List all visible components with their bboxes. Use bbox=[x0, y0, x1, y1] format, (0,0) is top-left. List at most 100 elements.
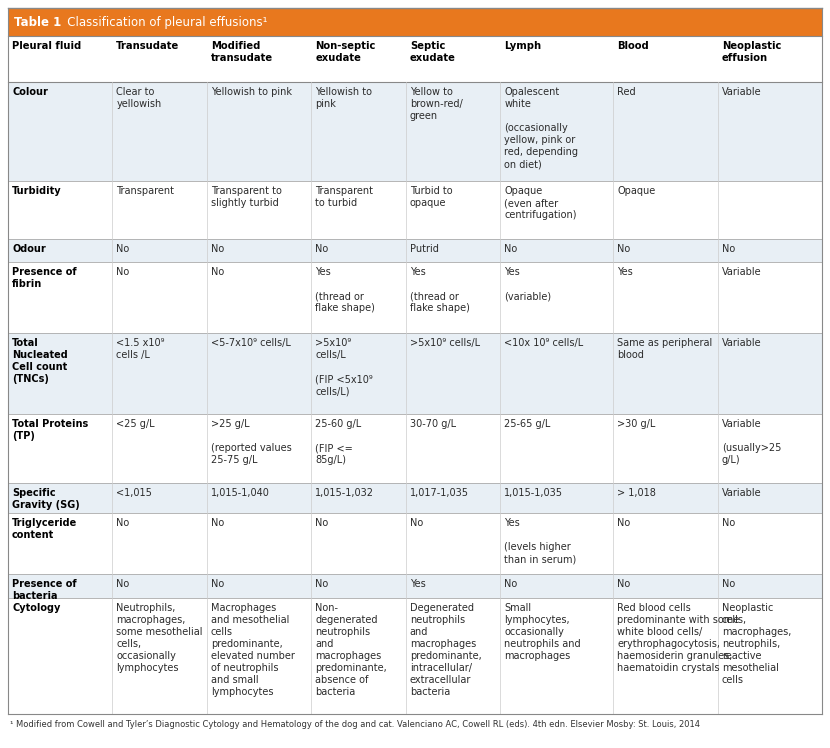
Bar bbox=[8, 574, 822, 598]
Text: Septic
exudate: Septic exudate bbox=[410, 41, 456, 63]
Text: Non-septic
exudate: Non-septic exudate bbox=[315, 41, 376, 63]
Text: Small
lymphocytes,
occasionally
neutrophils and
macrophages: Small lymphocytes, occasionally neutroph… bbox=[505, 603, 581, 660]
Text: No: No bbox=[618, 244, 631, 254]
Text: No: No bbox=[116, 267, 129, 278]
Text: 25-65 g/L: 25-65 g/L bbox=[505, 419, 550, 429]
Bar bbox=[8, 36, 822, 82]
Text: Transudate: Transudate bbox=[116, 41, 179, 51]
Text: Variable: Variable bbox=[721, 267, 761, 278]
Bar bbox=[8, 8, 822, 36]
Text: Same as peripheral
blood: Same as peripheral blood bbox=[618, 338, 713, 360]
Text: Yes

(variable): Yes (variable) bbox=[505, 267, 551, 301]
Text: No: No bbox=[116, 518, 129, 528]
Text: No: No bbox=[315, 244, 329, 254]
Text: <10x 10⁹ cells/L: <10x 10⁹ cells/L bbox=[505, 338, 583, 348]
Text: No: No bbox=[211, 244, 224, 254]
Text: Transparent to
slightly turbid: Transparent to slightly turbid bbox=[211, 186, 281, 209]
Text: No: No bbox=[618, 579, 631, 589]
Text: Putrid: Putrid bbox=[410, 244, 438, 254]
Text: Transparent: Transparent bbox=[116, 186, 174, 197]
Text: No: No bbox=[505, 579, 518, 589]
Text: Yes: Yes bbox=[410, 579, 426, 589]
Text: Yellowish to pink: Yellowish to pink bbox=[211, 87, 292, 97]
Text: Total Proteins
(TP): Total Proteins (TP) bbox=[12, 419, 88, 441]
Text: 1,015-1,032: 1,015-1,032 bbox=[315, 488, 374, 498]
Text: Yes

(levels higher
than in serum): Yes (levels higher than in serum) bbox=[505, 518, 577, 565]
Text: <1.5 x10⁹
cells /L: <1.5 x10⁹ cells /L bbox=[116, 338, 165, 360]
Text: Degenerated
neutrophils
and
macrophages
predominante,
intracellular/
extracellul: Degenerated neutrophils and macrophages … bbox=[410, 603, 481, 696]
Text: Red: Red bbox=[618, 87, 636, 97]
Text: 1,017-1,035: 1,017-1,035 bbox=[410, 488, 469, 498]
Bar bbox=[8, 513, 822, 574]
Text: Opaque: Opaque bbox=[618, 186, 656, 197]
Text: Neoplastic
effusion: Neoplastic effusion bbox=[721, 41, 781, 63]
Text: >5x10⁹
cells/L

(FIP <5x10⁹
cells/L): >5x10⁹ cells/L (FIP <5x10⁹ cells/L) bbox=[315, 338, 373, 396]
Text: Triglyceride
content: Triglyceride content bbox=[12, 518, 77, 541]
Bar bbox=[8, 414, 822, 483]
Bar bbox=[8, 333, 822, 414]
Text: > 1,018: > 1,018 bbox=[618, 488, 657, 498]
Text: Neoplastic
cells,
macrophages,
neutrophils,
reactive
mesothelial
cells: Neoplastic cells, macrophages, neutrophi… bbox=[721, 603, 791, 684]
Text: No: No bbox=[721, 579, 735, 589]
Text: .  Classification of pleural effusions¹: . Classification of pleural effusions¹ bbox=[56, 16, 267, 28]
Bar bbox=[8, 263, 822, 333]
Bar bbox=[8, 598, 822, 714]
Text: Specific
Gravity (SG): Specific Gravity (SG) bbox=[12, 488, 80, 510]
Text: No: No bbox=[211, 518, 224, 528]
Text: Variable

(usually>25
g/L): Variable (usually>25 g/L) bbox=[721, 419, 781, 465]
Text: <1,015: <1,015 bbox=[116, 488, 152, 498]
Text: Cytology: Cytology bbox=[12, 603, 61, 613]
Text: >5x10⁹ cells/L: >5x10⁹ cells/L bbox=[410, 338, 480, 348]
Text: >25 g/L

(reported values
25-75 g/L: >25 g/L (reported values 25-75 g/L bbox=[211, 419, 291, 465]
Text: No: No bbox=[618, 518, 631, 528]
Text: Neutrophils,
macrophages,
some mesothelial
cells,
occasionally
lymphocytes: Neutrophils, macrophages, some mesotheli… bbox=[116, 603, 203, 672]
Text: Yellow to
brown-red/
green: Yellow to brown-red/ green bbox=[410, 87, 462, 121]
Text: Presence of
bacteria: Presence of bacteria bbox=[12, 579, 76, 601]
Text: Modified
transudate: Modified transudate bbox=[211, 41, 273, 63]
Bar bbox=[8, 182, 822, 239]
Text: No: No bbox=[721, 518, 735, 528]
Text: Yes: Yes bbox=[618, 267, 633, 278]
Text: <5-7x10⁹ cells/L: <5-7x10⁹ cells/L bbox=[211, 338, 290, 348]
Text: <25 g/L: <25 g/L bbox=[116, 419, 155, 429]
Text: No: No bbox=[211, 579, 224, 589]
Text: Turbidity: Turbidity bbox=[12, 186, 61, 197]
Text: 1,015-1,040: 1,015-1,040 bbox=[211, 488, 270, 498]
Text: No: No bbox=[505, 244, 518, 254]
Text: Opalescent
white

(occasionally
yellow, pink or
red, depending
on diet): Opalescent white (occasionally yellow, p… bbox=[505, 87, 579, 169]
Text: >30 g/L: >30 g/L bbox=[618, 419, 656, 429]
Text: Turbid to
opaque: Turbid to opaque bbox=[410, 186, 452, 209]
Text: Pleural fluid: Pleural fluid bbox=[12, 41, 81, 51]
Text: No: No bbox=[410, 518, 423, 528]
Text: Yellowish to
pink: Yellowish to pink bbox=[315, 87, 372, 109]
Text: Variable: Variable bbox=[721, 338, 761, 348]
Text: No: No bbox=[315, 579, 329, 589]
Text: Colour: Colour bbox=[12, 87, 48, 97]
Text: ¹ Modified from Cowell and Tyler’s Diagnostic Cytology and Hematology of the dog: ¹ Modified from Cowell and Tyler’s Diagn… bbox=[10, 720, 700, 729]
Text: No: No bbox=[211, 267, 224, 278]
Text: Variable: Variable bbox=[721, 488, 761, 498]
Text: Non-
degenerated
neutrophils
and
macrophages
predominante,
absence of
bacteria: Non- degenerated neutrophils and macroph… bbox=[315, 603, 387, 696]
Bar bbox=[8, 82, 822, 182]
Text: Yes

(thread or
flake shape): Yes (thread or flake shape) bbox=[315, 267, 375, 313]
Bar bbox=[8, 483, 822, 513]
Text: No: No bbox=[315, 518, 329, 528]
Text: Macrophages
and mesothelial
cells
predominante,
elevated number
of neutrophils
a: Macrophages and mesothelial cells predom… bbox=[211, 603, 295, 696]
Text: Odour: Odour bbox=[12, 244, 46, 254]
Text: Blood: Blood bbox=[618, 41, 649, 51]
Text: Transparent
to turbid: Transparent to turbid bbox=[315, 186, 374, 209]
Text: Variable: Variable bbox=[721, 87, 761, 97]
Text: 1,015-1,035: 1,015-1,035 bbox=[505, 488, 564, 498]
Text: Lymph: Lymph bbox=[505, 41, 541, 51]
Text: Total
Nucleated
Cell count
(TNCs): Total Nucleated Cell count (TNCs) bbox=[12, 338, 68, 384]
Text: Red blood cells
predominante with some
white blood cells/
erythrophagocytosis,
h: Red blood cells predominante with some w… bbox=[618, 603, 740, 672]
Text: Table 1: Table 1 bbox=[14, 16, 61, 28]
Text: No: No bbox=[721, 244, 735, 254]
Text: 25-60 g/L

(FIP <=
85g/L): 25-60 g/L (FIP <= 85g/L) bbox=[315, 419, 361, 465]
Text: No: No bbox=[116, 244, 129, 254]
Text: Yes

(thread or
flake shape): Yes (thread or flake shape) bbox=[410, 267, 470, 313]
Text: Presence of
fibrin: Presence of fibrin bbox=[12, 267, 76, 289]
Text: No: No bbox=[116, 579, 129, 589]
Text: Opaque
(even after
centrifugation): Opaque (even after centrifugation) bbox=[505, 186, 577, 221]
Bar bbox=[8, 239, 822, 263]
